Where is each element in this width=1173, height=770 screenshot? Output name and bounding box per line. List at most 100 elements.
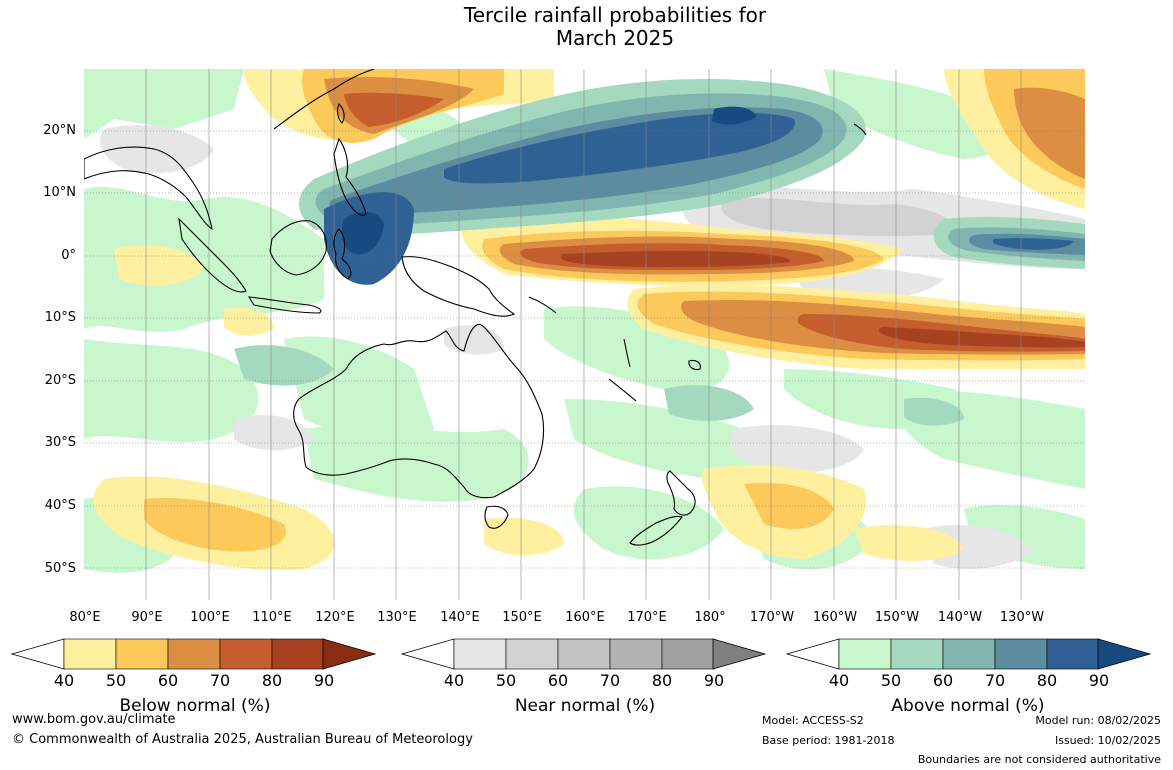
colorbar-below-tick-90: 90	[313, 671, 335, 690]
china-coastline	[273, 69, 375, 130]
map-title-line2: March 2025	[555, 26, 675, 50]
colorbar-near-tick-50: 50	[495, 671, 517, 690]
colorbar-below-segment-40	[63, 638, 117, 670]
lon-label-140w: 140°W	[937, 610, 983, 625]
issued-date: Issued: 10/02/2025	[1054, 734, 1161, 747]
lon-label-140e: 140°E	[440, 610, 480, 625]
colorbar-near-tick-80: 80	[651, 671, 673, 690]
new-guinea-coastline	[401, 256, 516, 317]
colorbar-below-title: Below normal (%)	[119, 696, 271, 716]
colorbar-below-tick-40: 40	[53, 671, 75, 690]
colorbar-above-tick-60: 60	[932, 671, 954, 690]
colorbar-above-tick-50: 50	[880, 671, 902, 690]
colorbar-above-tick-90: 90	[1088, 671, 1110, 690]
lon-label-150e: 150°E	[502, 610, 542, 625]
colorbar-near-tick-60: 60	[547, 671, 569, 690]
lon-label-130w: 130°W	[999, 610, 1045, 625]
mainland-asia-coastline	[84, 146, 213, 231]
copyright-text: © Commonwealth of Australia 2025, Austra…	[12, 732, 473, 747]
colorbar-above-segment-70	[994, 638, 1048, 670]
lat-label-30s: 30°S	[44, 435, 76, 450]
new-zealand-south-coastline	[629, 515, 683, 546]
colorbar-near-segment-80	[661, 638, 715, 670]
borneo-coastline	[269, 220, 327, 276]
lat-label-0: 0°	[61, 248, 76, 263]
colorbar-above-segment-60	[942, 638, 996, 670]
colorbar-above-upper-arrow	[1097, 638, 1152, 670]
lon-label-110e: 110°E	[252, 610, 292, 625]
lat-label-50s: 50°S	[44, 561, 76, 576]
colorbar-below-tick-70: 70	[209, 671, 231, 690]
latitude-gridlines	[84, 130, 1085, 569]
colorbar-near-title: Near normal (%)	[514, 696, 656, 716]
colorbar-near-segment-70	[609, 638, 663, 670]
longitude-gridlines	[145, 69, 1022, 600]
colorbar-below-tick-60: 60	[157, 671, 179, 690]
boundaries-disclaimer: Boundaries are not considered authoritat…	[917, 753, 1161, 766]
philippines-coastline	[333, 137, 367, 216]
model-run-date: Model run: 08/02/2025	[1035, 714, 1161, 727]
base-period: Base period: 1981-2018	[762, 734, 895, 747]
colorbar-above-tick-70: 70	[984, 671, 1006, 690]
colorbar-near-segment-40	[453, 638, 507, 670]
colorbar-near-tick-90: 90	[703, 671, 725, 690]
above-normal-light-patches	[84, 69, 1085, 573]
coastlines	[84, 69, 867, 546]
colorbar-above-tick-40: 40	[828, 671, 850, 690]
lon-label-130e: 130°E	[377, 610, 417, 625]
lat-label-20s: 20°S	[44, 373, 76, 388]
lon-label-180: 180°	[694, 610, 726, 625]
solomon-islands-coastline	[528, 296, 557, 314]
colorbar-above-segment-50	[890, 638, 944, 670]
colorbar-below-tick-80: 80	[261, 671, 283, 690]
colorbar-below-lower-arrow	[10, 638, 65, 670]
lat-label-10s: 10°S	[44, 310, 76, 325]
colorbar-near-lower-arrow	[400, 638, 455, 670]
hawaii-coastline	[853, 123, 867, 136]
model-name: Model: ACCESS-S2	[762, 714, 864, 727]
colorbar-below-segment-80	[271, 638, 325, 670]
taiwan-coastline	[337, 103, 345, 124]
lat-label-20n: 20°N	[43, 123, 76, 138]
colorbar-near-tick-40: 40	[443, 671, 465, 690]
sulawesi-coastline	[333, 228, 352, 280]
website-link[interactable]: www.bom.gov.au/climate	[12, 712, 176, 727]
colorbar-below-segment-70	[219, 638, 273, 670]
map-title: Tercile rainfall probabilities for March…	[0, 4, 1173, 50]
sumatra-coastline	[178, 217, 247, 293]
lat-label-40s: 40°S	[44, 498, 76, 513]
map-title-line1: Tercile rainfall probabilities for	[463, 3, 767, 27]
lon-label-120e: 120°E	[315, 610, 355, 625]
lon-label-100e: 100°E	[190, 610, 230, 625]
australia-coastline	[293, 324, 545, 499]
new-caledonia-coastline	[608, 378, 637, 402]
colorbar-above-normal	[785, 638, 1152, 670]
above-normal-90-patches	[341, 106, 756, 255]
probability-map	[84, 69, 1085, 600]
colorbar-below-segment-60	[167, 638, 221, 670]
colorbar-near-segment-60	[557, 638, 611, 670]
lat-label-10n: 10°N	[43, 185, 76, 200]
colorbar-above-lower-arrow	[785, 638, 840, 670]
below-normal-80-90-patches	[560, 250, 1085, 348]
colorbar-above-segment-40	[838, 638, 892, 670]
lon-label-170w: 170°W	[749, 610, 795, 625]
lon-label-160w: 160°W	[812, 610, 858, 625]
lon-label-170e: 170°E	[627, 610, 667, 625]
colorbar-below-normal	[10, 638, 377, 670]
lon-label-80e: 80°E	[69, 610, 101, 625]
lon-label-160e: 160°E	[565, 610, 605, 625]
fiji-coastline	[688, 359, 701, 371]
colorbar-near-normal	[400, 638, 767, 670]
colorbar-below-tick-50: 50	[105, 671, 127, 690]
new-zealand-north-coastline	[666, 470, 696, 516]
colorbar-below-upper-arrow	[322, 638, 377, 670]
lon-label-150w: 150°W	[874, 610, 920, 625]
colorbar-near-tick-70: 70	[599, 671, 621, 690]
colorbar-near-upper-arrow	[712, 638, 767, 670]
tasmania-coastline	[484, 505, 509, 529]
java-coastline	[247, 296, 322, 314]
colorbar-above-segment-80	[1046, 638, 1100, 670]
colorbar-above-title: Above normal (%)	[891, 696, 1045, 716]
colorbar-below-segment-50	[115, 638, 169, 670]
